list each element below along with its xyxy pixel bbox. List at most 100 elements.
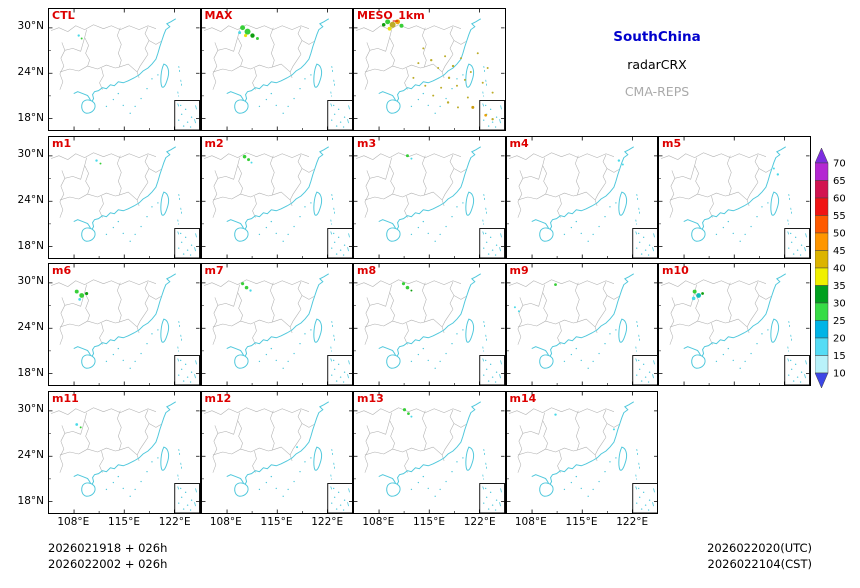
radar-echo bbox=[455, 84, 458, 87]
basemap bbox=[659, 264, 810, 385]
radar-echo bbox=[246, 157, 250, 161]
axis-ticks bbox=[49, 9, 200, 130]
radar-echoes bbox=[95, 158, 102, 165]
coastline bbox=[73, 273, 183, 369]
axis-ticks bbox=[201, 264, 352, 385]
radar-echo bbox=[410, 157, 413, 160]
radar-echoes bbox=[237, 25, 259, 40]
sea-specks bbox=[258, 329, 312, 369]
axis-ticks bbox=[49, 264, 200, 385]
south-china-sea-inset bbox=[174, 482, 200, 513]
radar-echo bbox=[696, 293, 701, 298]
taiwan-island bbox=[312, 318, 322, 343]
panel-label: m9 bbox=[509, 264, 529, 277]
axis-ticks bbox=[201, 136, 352, 258]
x-axis-label: 115°E bbox=[413, 516, 445, 528]
radar-echo bbox=[385, 19, 391, 25]
radar-echo bbox=[74, 289, 79, 294]
radar-echo bbox=[243, 33, 247, 38]
radar-echo bbox=[486, 67, 489, 70]
province-borders bbox=[50, 24, 162, 90]
y-axis-label: 18°N bbox=[17, 112, 44, 125]
map-panel-m9: m9 bbox=[505, 263, 658, 386]
province-borders bbox=[355, 24, 467, 90]
x-axis-label: 122°E bbox=[463, 516, 496, 528]
hainan-island bbox=[233, 354, 249, 369]
radar-echo bbox=[459, 57, 462, 60]
radar-echo bbox=[446, 101, 450, 104]
colorbar-value: 10 bbox=[833, 369, 846, 380]
radar-echo bbox=[621, 163, 624, 166]
sea-specks bbox=[410, 329, 464, 369]
hainan-island bbox=[691, 354, 706, 369]
radar-echo bbox=[80, 37, 83, 40]
radar-echo bbox=[491, 117, 494, 121]
province-borders bbox=[508, 406, 619, 473]
province-borders bbox=[203, 151, 314, 218]
south-china-sea-inset bbox=[479, 100, 505, 130]
taiwan-island bbox=[160, 191, 170, 216]
province-borders bbox=[660, 279, 772, 345]
radar-echo bbox=[517, 310, 520, 313]
map-panel-m1: m1 bbox=[48, 135, 201, 259]
taiwan-island bbox=[312, 63, 322, 88]
legend-block: SouthChina radarCRX CMA-REPS bbox=[507, 24, 807, 105]
axis-ticks bbox=[354, 264, 505, 385]
panel-label: m12 bbox=[204, 391, 232, 405]
hainan-island bbox=[386, 227, 401, 242]
radar-echo bbox=[456, 106, 459, 109]
hainan-island bbox=[386, 99, 401, 114]
taiwan-island bbox=[617, 191, 627, 216]
taiwan-island bbox=[160, 63, 170, 88]
sea-specks bbox=[563, 456, 617, 497]
coastline bbox=[531, 145, 640, 242]
panel-label: CTL bbox=[52, 9, 75, 22]
colorbar-segment bbox=[814, 215, 829, 234]
colorbar-segment bbox=[814, 197, 829, 216]
sea-specks bbox=[410, 74, 464, 114]
map-panel-m13: m13 bbox=[353, 390, 506, 514]
axis-ticks bbox=[49, 391, 200, 513]
coastline bbox=[226, 400, 335, 497]
x-axis-label: 108°E bbox=[209, 516, 242, 528]
y-axis-label: 18°N bbox=[17, 239, 44, 252]
taiwan-island bbox=[770, 191, 780, 216]
radar-echo bbox=[444, 55, 447, 58]
radar-echo bbox=[405, 285, 410, 290]
province-borders bbox=[50, 151, 162, 218]
radar-echo bbox=[430, 58, 433, 62]
radar-echo bbox=[447, 76, 451, 80]
radar-echo bbox=[405, 153, 409, 157]
valid-time-cst: 2026022104(CST) bbox=[707, 556, 813, 571]
radar-echoes bbox=[617, 158, 624, 166]
hainan-island bbox=[233, 482, 249, 497]
panel-label: m2 bbox=[204, 136, 224, 150]
legend-model-name: SouthChina bbox=[613, 29, 701, 45]
x-axis-label: 108°E bbox=[362, 516, 395, 528]
radar-echoes bbox=[402, 407, 413, 418]
basemap bbox=[659, 136, 810, 258]
y-axis-label: 24°N bbox=[17, 448, 44, 461]
colorbar-value: 35 bbox=[833, 281, 846, 292]
colorbar-segment bbox=[814, 355, 829, 374]
map-panel-m8: m8 bbox=[353, 263, 506, 386]
coastline bbox=[378, 18, 488, 114]
colorbar-segment bbox=[814, 337, 829, 356]
colorbar-segment bbox=[814, 267, 829, 286]
colorbar-segment bbox=[814, 320, 829, 339]
radar-echo bbox=[250, 161, 252, 164]
coastline bbox=[73, 145, 183, 242]
y-axis-label: 30°N bbox=[17, 147, 44, 160]
axis-ticks bbox=[506, 136, 657, 258]
basemap bbox=[201, 9, 352, 130]
basemap bbox=[506, 136, 657, 258]
hainan-island bbox=[386, 482, 401, 497]
province-borders bbox=[203, 24, 314, 90]
taiwan-island bbox=[312, 191, 322, 216]
radar-echo bbox=[244, 28, 251, 35]
hainan-island bbox=[538, 354, 554, 369]
map-panel-m2: m2 bbox=[200, 135, 353, 259]
panel-label: m11 bbox=[52, 391, 79, 405]
colorbar-top-arrow bbox=[814, 147, 829, 164]
radar-echo bbox=[440, 86, 443, 89]
